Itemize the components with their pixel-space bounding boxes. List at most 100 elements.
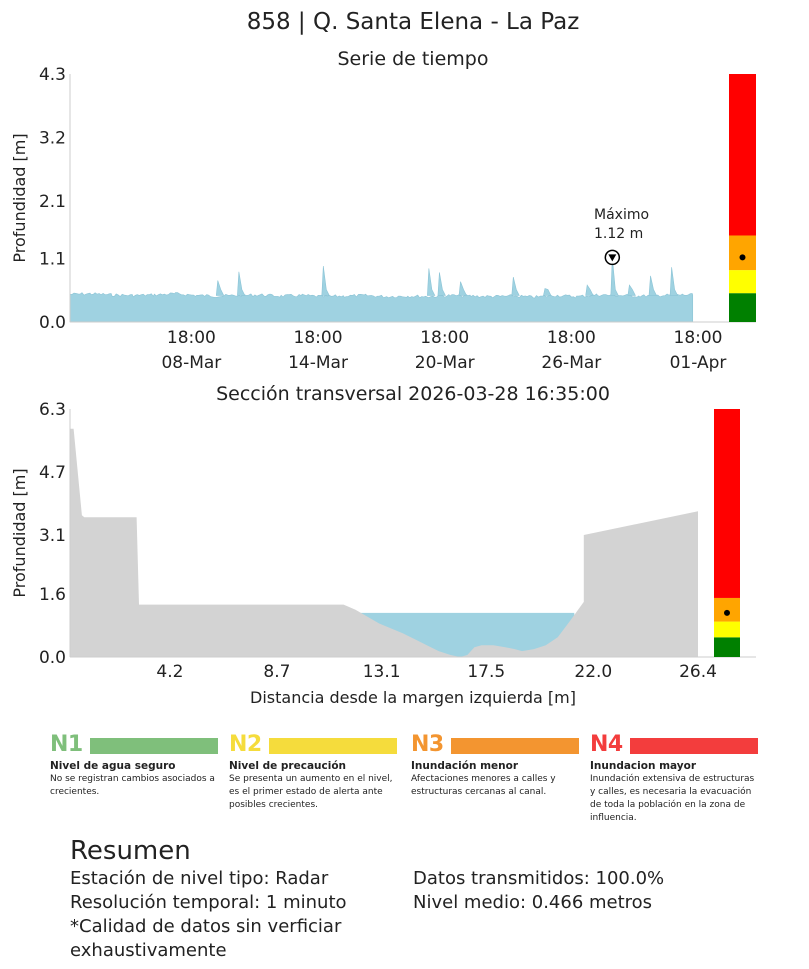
cross-section-xlabel: Distancia desde la margen izquierda [m] [250,688,576,707]
ts-peak [511,276,520,296]
summary-panel: Resumen Estación de nivel tipo: Radar Re… [70,835,790,961]
cs-xtick-label: 22.0 [574,662,612,682]
time-series-alert-bar [729,74,756,322]
cs-ytick-label: 3.1 [39,526,66,546]
max-annotation: Máximo 1.12 m [594,207,649,266]
time-series-y-ticks: 0.0 1.1 2.1 3.2 4.3 [39,65,66,333]
cross-section-title: Sección transversal 2026-03-28 16:35:00 [216,383,610,405]
time-series-ylabel: Profundidad [m] [10,133,29,262]
cs-ytick-label: 0.0 [39,648,66,668]
ts-ytick-label: 0.0 [39,313,66,333]
ts-peak [610,257,619,296]
time-series-peaks [215,257,679,296]
legend-item-n4: N4 Inundacion mayor Inundación extensiva… [590,732,758,825]
ts-ytick-label: 1.1 [39,250,66,270]
ts-peak [669,267,679,296]
cs-xtick-label: 26.4 [679,662,717,682]
legend-desc-n4: Inundación extensiva de estructuras y ca… [590,774,755,823]
ts-ytick-label: 3.2 [39,128,66,148]
ts-alert-level [729,270,756,294]
ts-alert-current-dot [739,254,746,261]
time-series-area [69,292,694,323]
time-series-chart: Serie de tiempo Profundidad [m] 0.0 1.1 2.… [10,48,756,373]
cs-alert-level [714,637,740,657]
legend-bar-n3 [451,738,579,754]
ts-xtick-date: 01-Apr [670,353,727,373]
legend-desc-n1: No se registran cambios asociados a crec… [50,774,215,797]
ts-ytick-label: 4.3 [39,65,66,85]
cs-xtick-label: 8.7 [263,662,290,682]
summary-title: Resumen [70,836,191,866]
ts-alert-level [729,74,756,236]
legend-code-n4: N4 [590,732,623,757]
ts-xtick-time: 18:00 [547,328,596,348]
legend-name-n2: Nivel de precaución [229,760,347,772]
ts-peak [648,275,657,296]
cross-section-x-ticks: 4.2 8.7 13.1 17.5 22.0 26.4 [156,662,717,682]
legend-name-n1: Nivel de agua seguro [50,760,176,772]
ts-ytick-label: 2.1 [39,192,66,212]
cs-alert-level [714,409,740,598]
ts-peak [458,281,468,296]
cs-xtick-label: 4.2 [156,662,183,682]
time-series-title: Serie de tiempo [338,48,489,70]
ts-xtick-time: 18:00 [294,328,343,348]
cs-alert-level [714,597,740,622]
ts-alert-level [729,235,756,271]
summary-quality-note: *Calidad de datos sin verficiar exhausti… [70,916,342,961]
summary-left-column: Estación de nivel tipo: Radar Resolución… [70,867,390,963]
cs-ytick-label: 6.3 [39,400,66,420]
ts-peak [237,271,246,296]
ts-peak [321,266,330,296]
legend-name-n3: Inundación menor [411,760,519,772]
legend-code-n2: N2 [229,732,262,757]
cross-section-y-ticks: 0.0 1.6 3.1 4.7 6.3 [39,400,66,668]
max-annotation-value: 1.12 m [594,226,643,242]
ts-peak [627,284,636,296]
time-series-x-ticks: 18:00 08-Mar 18:00 14-Mar 18:00 20-Mar 18:00 26… [161,328,726,373]
summary-transmitted: Datos transmitidos: 100.0% [413,868,665,889]
ts-peak [437,272,446,296]
cross-section-ylabel: Profundidad [m] [10,468,29,597]
legend-bar-n4 [630,738,758,754]
ts-xtick-date: 20-Mar [415,353,475,373]
ts-xtick-time: 18:00 [674,328,723,348]
ts-xtick-time: 18:00 [420,328,469,348]
legend-item-n1: N1 Nivel de agua seguro No se registran … [50,732,218,799]
cs-ytick-label: 4.7 [39,463,66,483]
cs-alert-level [714,621,740,638]
summary-right-column: Datos transmitidos: 100.0% Nivel medio: … [413,867,773,915]
legend-code-n1: N1 [50,732,83,757]
legend-item-n3: N3 Inundación menor Afectaciones menores… [411,732,579,799]
ts-peak [215,280,225,296]
ts-xtick-date: 14-Mar [288,353,348,373]
cs-xtick-label: 17.5 [467,662,505,682]
legend-item-n2: N2 Nivel de precaución Se presenta un au… [229,732,397,812]
summary-station: Estación de nivel tipo: Radar [70,868,329,889]
page-title: 858 | Q. Santa Elena - La Paz [247,9,580,35]
cs-ytick-label: 1.6 [39,585,66,605]
legend-code-n3: N3 [411,732,444,757]
ts-xtick-time: 18:00 [167,328,216,348]
summary-mean-level: Nivel medio: 0.466 metros [413,892,653,913]
alert-level-legend: N1 Nivel de agua seguro No se registran … [0,732,809,832]
ts-peak [585,284,594,296]
summary-resolution: Resolución temporal: 1 minuto [70,892,347,913]
cross-section-ground [70,428,698,657]
cross-section-alert-bar [714,409,740,657]
ts-xtick-date: 26-Mar [541,353,601,373]
ts-peak [427,268,436,296]
ts-alert-level [729,293,756,322]
ts-xtick-date: 08-Mar [161,353,221,373]
max-marker-triangle [608,254,617,262]
cs-alert-current-dot [724,609,730,616]
legend-name-n4: Inundacion mayor [590,760,697,772]
max-annotation-label: Máximo [594,207,649,223]
cross-section-chart: Sección transversal 2026-03-28 16:35:00 … [10,383,756,707]
cs-xtick-label: 13.1 [363,662,401,682]
legend-desc-n3: Afectaciones menores a calles y estructu… [411,774,556,797]
ts-peak [543,288,552,296]
legend-bar-n2 [269,738,397,754]
legend-desc-n2: Se presenta un aumento en el nivel, es e… [229,774,393,810]
legend-bar-n1 [90,738,218,754]
